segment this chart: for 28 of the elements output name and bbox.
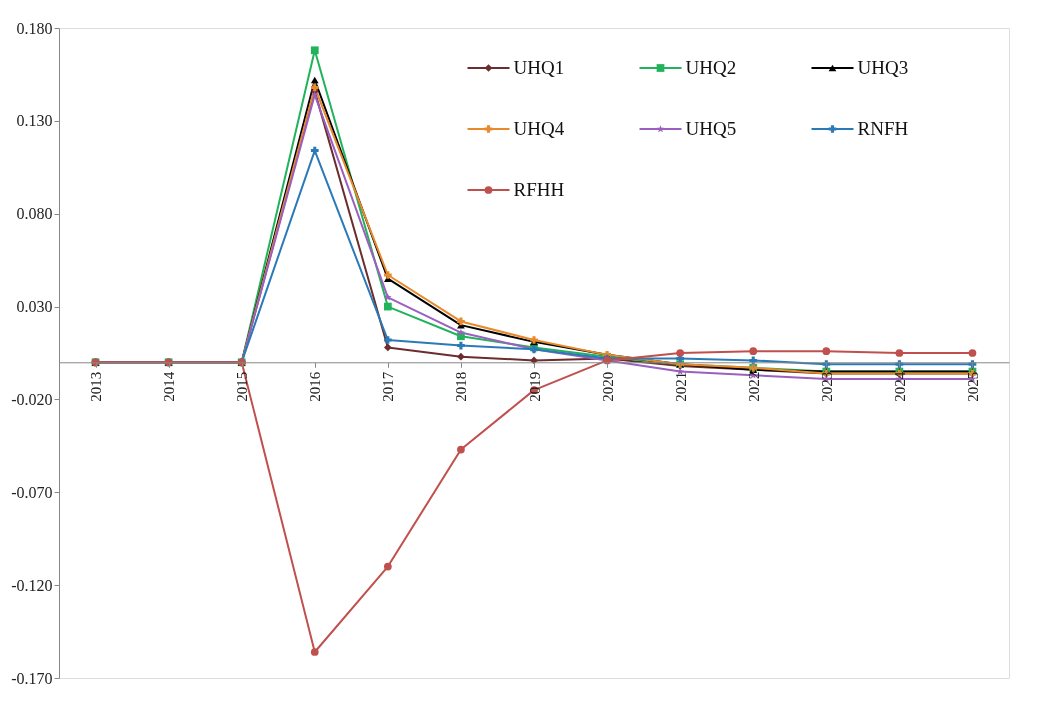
y-tick-label: -0.070 <box>11 483 53 501</box>
legend-label: RFHH <box>513 179 565 200</box>
x-tick-label: 2013 <box>88 371 105 402</box>
y-tick-label: -0.170 <box>11 669 53 687</box>
x-tick-label: 2022 <box>745 371 762 402</box>
y-tick-label: 0.030 <box>16 298 53 316</box>
x-tick-label: 2014 <box>161 371 178 402</box>
x-tick-label: 2016 <box>307 371 324 402</box>
legend-label: UHQ3 <box>857 57 909 78</box>
y-tick-label: 0.130 <box>16 112 53 130</box>
x-tick-label: 2019 <box>526 371 543 402</box>
x-tick-label: 2025 <box>964 371 981 402</box>
x-tick-label: 2024 <box>891 371 908 402</box>
y-tick-label: 0.180 <box>16 19 53 37</box>
legend-label: UHQ4 <box>513 118 565 139</box>
y-tick-label: 0.080 <box>16 205 53 223</box>
x-tick-label: 2017 <box>380 371 397 402</box>
legend-label: UHQ2 <box>685 57 737 78</box>
legend-label: UHQ1 <box>513 57 565 78</box>
x-tick-label: 2018 <box>453 371 470 402</box>
legend-label: UHQ5 <box>685 118 737 139</box>
x-tick-label: 2021 <box>672 371 689 402</box>
x-tick-label: 2023 <box>818 371 835 402</box>
x-tick-label: 2020 <box>599 371 616 402</box>
y-tick-label: -0.020 <box>11 390 53 408</box>
y-tick-label: -0.120 <box>11 576 53 594</box>
legend-label: RNFH <box>857 118 909 139</box>
x-tick-label: 2015 <box>234 371 251 402</box>
